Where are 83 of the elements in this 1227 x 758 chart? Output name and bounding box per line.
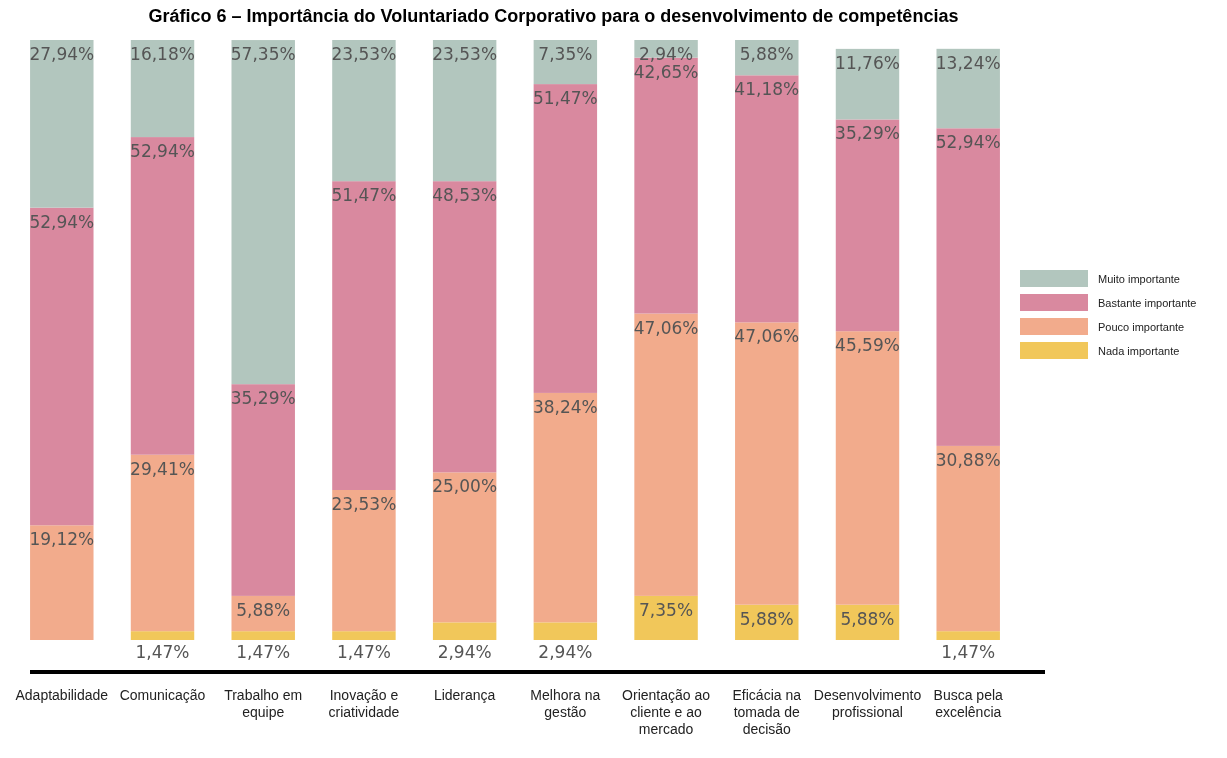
data-label: 30,88% (935, 449, 1001, 470)
bar (332, 40, 396, 182)
data-label: 5,88% (739, 608, 794, 629)
data-label: 42,65% (633, 61, 699, 82)
data-label: 23,53% (331, 44, 397, 64)
x-tick-label: Melhora na gestão (530, 687, 601, 720)
text: Nada importante (1098, 345, 1180, 357)
text: Muito importante (1098, 273, 1180, 285)
x-tick-label: Eficácia na tomada de decisão (732, 687, 802, 737)
data-label: 7,35% (639, 599, 694, 620)
data-label: 25,00% (432, 476, 498, 497)
bar (130, 454, 195, 632)
bar (634, 313, 698, 596)
bar (835, 119, 900, 332)
x-tick-label: Desenvolvimento profissional (813, 687, 922, 720)
data-label: 1,47% (236, 642, 291, 662)
x-tick-label: Liderança (433, 687, 496, 703)
x-tick-label: Trabalho em equipe (224, 687, 303, 720)
data-label: 29,41% (130, 458, 195, 479)
bar (735, 75, 799, 323)
bar (533, 392, 598, 623)
data-label: 35,29% (835, 123, 900, 144)
bar (30, 525, 94, 640)
data-label: 27,94% (29, 44, 95, 64)
bar (332, 490, 396, 632)
data-label: 23,53% (331, 494, 397, 514)
bar (432, 622, 497, 640)
bar (231, 384, 295, 596)
data-label: 38,24% (532, 396, 598, 417)
data-label: 2,94% (437, 642, 492, 662)
bar (432, 472, 497, 623)
data-label: 52,94% (935, 132, 1001, 153)
bar (332, 631, 396, 640)
x-tick-label: Orientação ao cliente e ao mercado (622, 687, 711, 737)
data-label: 51,47% (532, 88, 598, 109)
bar (533, 84, 598, 393)
data-label: 57,35% (230, 44, 296, 65)
data-label: 5,88% (236, 599, 291, 620)
data-label: 51,47% (331, 185, 397, 206)
bar (231, 40, 295, 385)
chart-title: Gráfico 6 – Importância do Voluntariado Corporativo para o desenvolvimento de competências (148, 6, 959, 26)
data-label: 13,24% (935, 52, 1001, 73)
data-label: 7,35% (538, 44, 593, 64)
data-label: 1,47% (941, 642, 996, 662)
bar (735, 322, 799, 605)
data-label: 5,88% (739, 44, 794, 64)
bar (30, 207, 94, 526)
data-label: 1,47% (135, 642, 190, 662)
data-label: 2,94% (538, 642, 593, 662)
data-label: 2,94% (639, 44, 694, 64)
bar (130, 631, 195, 640)
x-tick-label: Inovação e criatividade (328, 687, 400, 720)
bar (130, 137, 195, 455)
data-label: 35,29% (230, 388, 296, 409)
data-label: 1,47% (336, 642, 391, 662)
data-label: 23,53% (432, 44, 498, 64)
data-label: 41,18% (734, 79, 800, 100)
data-label: 52,94% (130, 141, 195, 162)
bar (533, 622, 598, 640)
bar (432, 181, 497, 473)
bar (30, 40, 94, 208)
bar (936, 445, 1000, 632)
bar (835, 331, 900, 605)
data-label: 5,88% (840, 608, 895, 629)
data-label: 47,06% (633, 317, 699, 338)
data-label: 16,18% (130, 44, 195, 64)
bar (936, 128, 1000, 446)
data-label: 52,94% (29, 211, 95, 232)
text: Pouco importante (1098, 321, 1185, 333)
bar (130, 40, 195, 138)
data-label: 47,06% (734, 326, 800, 347)
bar (332, 181, 396, 490)
bar (432, 40, 497, 182)
data-label: 11,76% (835, 52, 900, 73)
bar (936, 631, 1000, 640)
x-tick-label: Busca pela excelência (933, 687, 1004, 720)
data-label: 19,12% (29, 529, 95, 550)
x-tick-label: Comunicação (119, 687, 206, 703)
text: Bastante importante (1098, 297, 1197, 309)
bar (936, 48, 1000, 129)
bar (231, 631, 295, 640)
x-tick-label: Adaptabilidade (15, 687, 109, 703)
bar (835, 48, 900, 120)
